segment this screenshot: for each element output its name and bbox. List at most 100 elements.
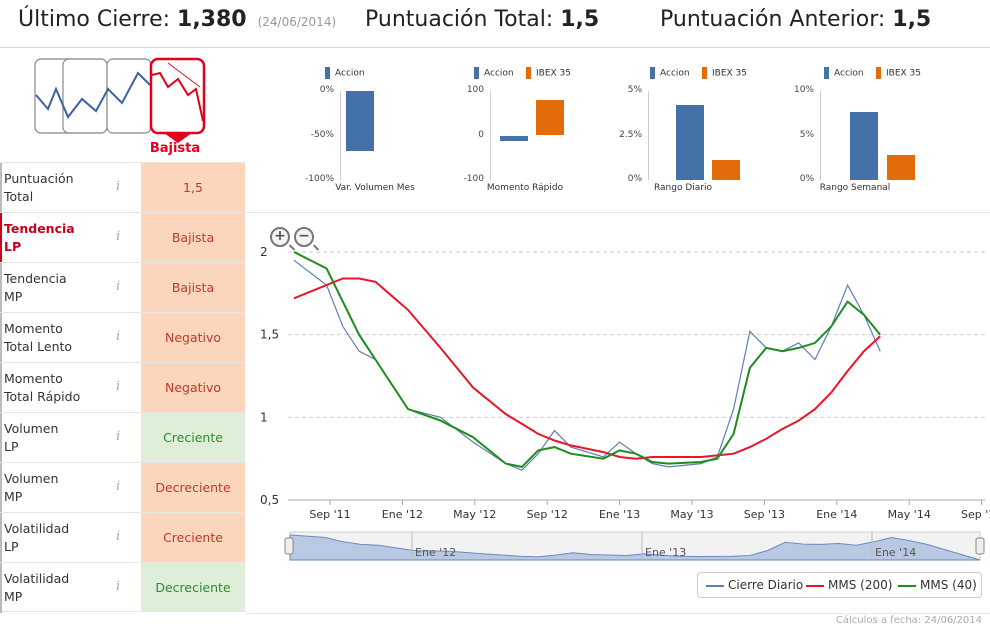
info-icon[interactable]: i	[116, 179, 121, 194]
score-row[interactable]: Volatilidad LP i Creciente	[0, 512, 246, 563]
row-indicator-bar	[0, 513, 2, 563]
mini-chart-caption: Rango Diario	[653, 183, 712, 193]
score-label: Volumen LP	[4, 420, 104, 456]
info-icon[interactable]: i	[116, 579, 121, 594]
mini-legend-label: Accion	[484, 68, 514, 79]
score-row[interactable]: Momento Total Rápido i Negativo	[0, 362, 246, 413]
score-label-line-1: Volumen	[4, 421, 59, 436]
mini-legend-item[interactable]: Accion	[824, 67, 864, 79]
previous-score-value: 1,5	[892, 7, 932, 32]
row-indicator-bar	[0, 363, 2, 413]
score-label-line-1: Puntuación	[4, 171, 74, 186]
mini-legend-item[interactable]: Accion	[474, 67, 514, 79]
score-label-line-2: LP	[4, 239, 22, 254]
mini-bar[interactable]	[850, 112, 878, 180]
mini-tick-label: 0%	[627, 174, 642, 184]
last-close-value: 1,380	[177, 7, 247, 32]
score-row[interactable]: Momento Total Lento i Negativo	[0, 312, 246, 363]
zoom-in-button[interactable]: +	[270, 227, 290, 247]
mini-bar[interactable]	[676, 105, 704, 180]
mini-tick-label: 10%	[793, 85, 814, 95]
mini-legend-item[interactable]: Accion	[325, 67, 365, 79]
mini-bar[interactable]	[346, 91, 374, 151]
legend-item-close[interactable]: Cierre Diario	[706, 578, 803, 592]
trend-card-2[interactable]	[62, 58, 108, 134]
row-indicator-bar	[0, 163, 2, 213]
score-label: Momento Total Lento	[4, 320, 104, 356]
trend-thumbnail-line	[35, 71, 151, 119]
score-label-line-1: Volumen	[4, 471, 59, 486]
score-label: Tendencia LP	[4, 220, 104, 256]
mini-chart-caption: Var. Volumen Mes	[335, 183, 415, 193]
mini-legend-label: Accion	[834, 68, 864, 79]
score-label-line-2: LP	[4, 539, 19, 554]
trend-selector	[0, 49, 245, 163]
mini-bar[interactable]	[536, 99, 564, 136]
score-label: Momento Total Rápido	[4, 370, 104, 406]
mini-legend-item[interactable]: Accion	[650, 67, 690, 79]
score-label-line-1: Tendencia	[4, 221, 75, 236]
zoom-out-button[interactable]: −	[294, 227, 314, 247]
score-row[interactable]: Volumen MP i Decreciente	[0, 462, 246, 513]
score-value: Bajista	[141, 213, 245, 262]
row-indicator-bar	[0, 413, 2, 463]
score-label: Volatilidad MP	[4, 570, 104, 606]
score-label-line-1: Volatilidad	[4, 521, 70, 536]
mini-tick-label: 5%	[627, 85, 642, 95]
score-value: 1,5	[141, 163, 245, 212]
chart-legend: Cierre Diario MMS (200) MMS (40)	[697, 572, 982, 598]
row-indicator-bar	[0, 313, 2, 363]
score-row[interactable]: Puntuación Total i 1,5	[0, 162, 246, 213]
row-indicator-bar	[0, 463, 2, 513]
score-value: Negativo	[141, 363, 245, 412]
mini-tick-label: 100	[466, 85, 484, 95]
mini-legend-item[interactable]: IBEX 35	[702, 67, 747, 79]
info-icon[interactable]: i	[116, 279, 121, 294]
row-indicator-bar	[0, 263, 2, 313]
score-value: Negativo	[141, 313, 245, 362]
mini-bar[interactable]	[712, 160, 740, 180]
row-indicator-bar	[0, 563, 2, 613]
mini-axis	[648, 91, 649, 180]
score-row[interactable]: Tendencia LP i Bajista	[0, 212, 246, 263]
last-close-label: Último Cierre:	[18, 7, 171, 32]
mini-tick-label: 0%	[799, 174, 814, 184]
legend-item-mms40[interactable]: MMS (40)	[898, 578, 977, 592]
mini-legend-label: IBEX 35	[886, 68, 921, 79]
legend-item-mms200[interactable]: MMS (200)	[806, 578, 892, 592]
mini-legend-label: Accion	[660, 68, 690, 79]
score-value: Bajista	[141, 263, 245, 312]
mini-chart-caption: Rango Semanal	[819, 183, 891, 193]
score-label: Volumen MP	[4, 470, 104, 506]
calculation-date-note: Cálculos a fecha: 24/06/2014	[835, 615, 982, 626]
trend-selected-label: Bajista	[149, 141, 201, 156]
info-icon[interactable]: i	[116, 479, 121, 494]
score-value: Decreciente	[141, 463, 245, 512]
info-icon[interactable]: i	[116, 379, 121, 394]
score-row[interactable]: Tendencia MP i Bajista	[0, 262, 246, 313]
score-label: Volatilidad LP	[4, 520, 104, 556]
mini-legend-item[interactable]: IBEX 35	[876, 67, 921, 79]
legend-mms200-label: MMS (200)	[828, 578, 893, 592]
info-icon[interactable]: i	[116, 529, 121, 544]
info-icon[interactable]: i	[116, 429, 121, 444]
score-label-line-1: Tendencia	[4, 271, 67, 286]
total-score: Puntuación Total: 1,5	[365, 7, 599, 32]
score-row[interactable]: Volumen LP i Creciente	[0, 412, 246, 463]
bajista-trend-arrow-line	[167, 62, 201, 88]
mini-bar[interactable]	[500, 135, 528, 141]
score-value: Creciente	[141, 513, 245, 562]
mini-tick-label: -100%	[305, 174, 334, 184]
score-row[interactable]: Volatilidad MP i Decreciente	[0, 562, 246, 613]
mini-bar[interactable]	[887, 155, 915, 180]
score-label-line-1: Momento	[4, 321, 63, 336]
info-icon[interactable]: i	[116, 229, 121, 244]
mini-tick-label: -100	[463, 174, 484, 184]
score-label-line-2: MP	[4, 589, 23, 604]
score-label-line-2: Total Rápido	[4, 389, 81, 404]
info-icon[interactable]: i	[116, 329, 121, 344]
mini-legend-item[interactable]: IBEX 35	[526, 67, 571, 79]
mini-tick-label: 0	[478, 129, 484, 140]
mini-tick-label: 5%	[799, 129, 814, 140]
mini-axis	[820, 91, 821, 180]
